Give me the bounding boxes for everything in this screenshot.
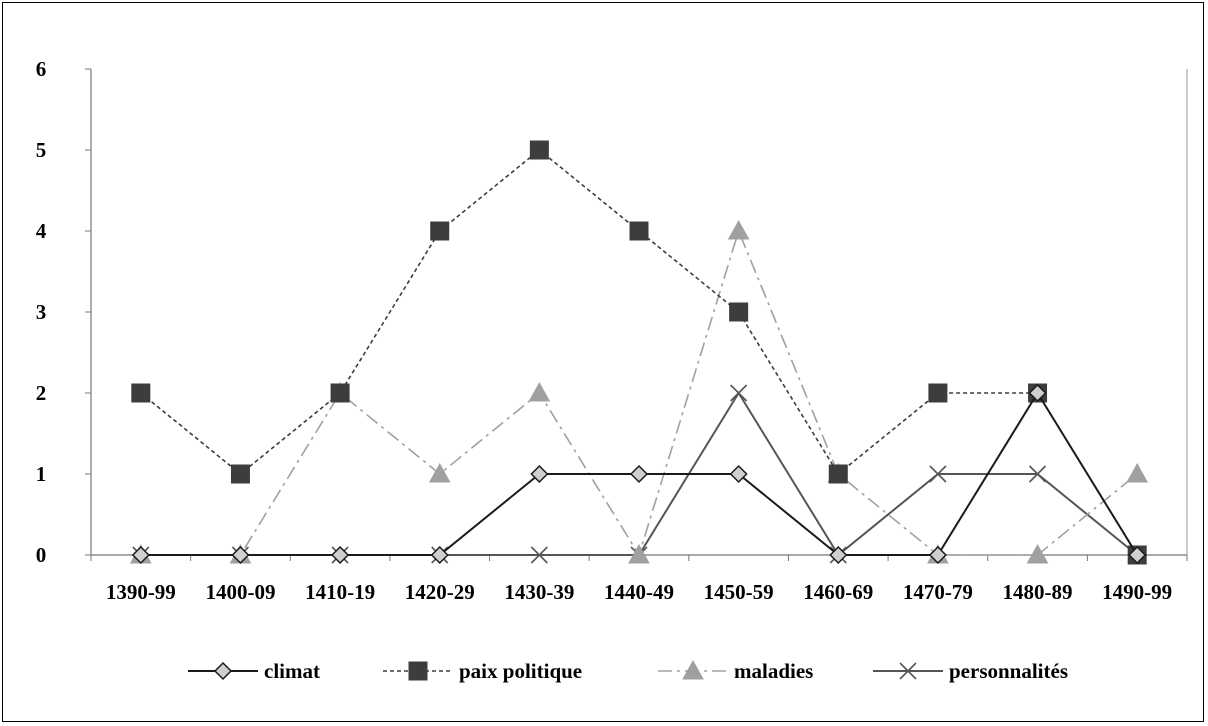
cross-stroke [730, 384, 748, 402]
data-point [629, 221, 649, 241]
x-tick-label: 1460-69 [803, 580, 873, 604]
legend: climat paix politique maladies personnalité… [188, 659, 1068, 683]
y-tick-label: 6 [36, 57, 47, 81]
series-climat [131, 383, 1147, 565]
y-tick-label: 0 [36, 543, 47, 567]
data-point [1028, 383, 1047, 403]
data-point [530, 546, 548, 564]
data-point [530, 464, 549, 484]
x-tick-label: 1480-89 [1003, 580, 1073, 604]
data-point [430, 221, 450, 241]
line-chart: 0 1 2 3 4 5 6 1390-99 1400-09 1410-19 1420-29 1430… [36, 57, 1188, 683]
data-point [729, 302, 749, 322]
y-tick-label: 1 [36, 462, 47, 486]
data-point [131, 545, 150, 565]
data-point [929, 465, 947, 483]
cross-stroke [1028, 465, 1047, 483]
series-maladies [129, 219, 1149, 564]
data-point [330, 383, 350, 403]
data-point [628, 543, 650, 564]
data-point [729, 464, 748, 484]
series-line [140, 148, 1138, 556]
data-point [928, 545, 947, 565]
x-tick-label: 1400-09 [205, 580, 275, 604]
data-point [629, 464, 649, 484]
data-point [428, 462, 451, 483]
legend-label: personnalités [949, 659, 1068, 683]
series-paix-politique [131, 140, 1147, 565]
data-point [1028, 465, 1047, 483]
legend-marker [408, 661, 428, 681]
data-point [928, 383, 948, 403]
legend-label: maladies [734, 659, 813, 683]
y-tick-label: 5 [36, 138, 47, 162]
data-point [430, 545, 449, 565]
legend-item: paix politique [383, 659, 582, 683]
y-tick-label: 2 [36, 381, 47, 405]
x-tick-label: 1420-29 [405, 580, 475, 604]
x-tick-label: 1490-99 [1102, 580, 1172, 604]
legend-marker [682, 659, 704, 680]
data-point [231, 545, 250, 565]
data-point [331, 545, 350, 565]
legend-marker [899, 662, 917, 680]
legend-marker [213, 661, 233, 681]
x-tick-label: 1450-59 [704, 580, 774, 604]
cross-stroke [899, 662, 917, 680]
data-point [727, 219, 750, 240]
x-tick-label: 1390-99 [106, 580, 176, 604]
legend-item: climat [188, 659, 320, 683]
x-tick-label: 1410-19 [305, 580, 375, 604]
legend-item: maladies [658, 659, 813, 683]
data-point [1128, 545, 1147, 565]
data-point [730, 384, 748, 402]
x-tick-labels: 1390-99 1400-09 1410-19 1420-29 1430-39 1440-… [90, 555, 1188, 604]
data-point [1126, 462, 1149, 483]
x-tick-label: 1440-49 [604, 580, 674, 604]
data-point [230, 464, 250, 484]
x-tick-label: 1470-79 [903, 580, 973, 604]
y-tick-label: 3 [36, 300, 47, 324]
cross-stroke [929, 465, 947, 483]
y-tick-labels: 0 1 2 3 4 5 6 [36, 57, 91, 567]
data-point [829, 545, 848, 565]
data-point [828, 464, 848, 484]
data-point [529, 140, 549, 160]
cross-stroke [530, 546, 548, 564]
legend-label: climat [264, 659, 320, 683]
data-point [528, 381, 551, 402]
legend-item: personnalités [873, 659, 1068, 683]
data-point [131, 383, 151, 403]
data-point [1026, 543, 1049, 564]
x-tick-label: 1430-39 [504, 580, 574, 604]
legend-label: paix politique [459, 659, 582, 683]
series-layer [129, 140, 1149, 565]
y-tick-label: 4 [36, 219, 47, 243]
